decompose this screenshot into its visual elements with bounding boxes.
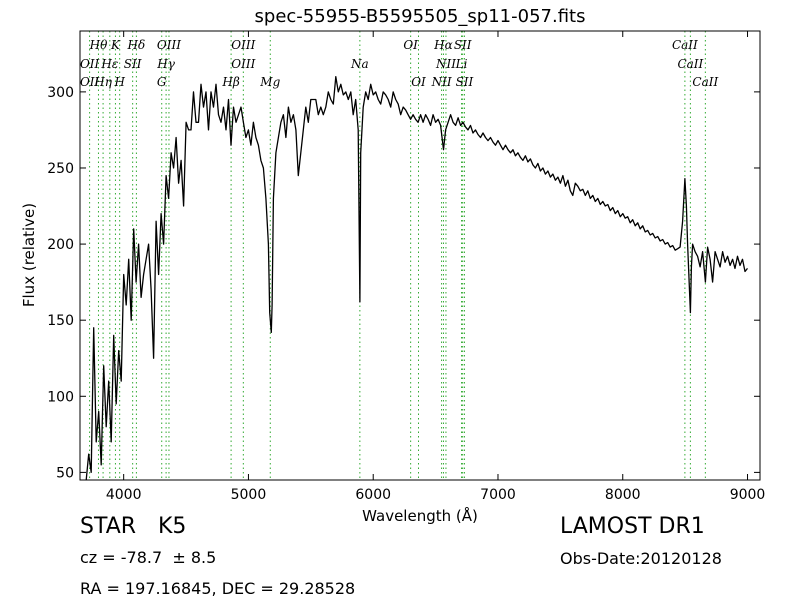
redshift-text: cz = -78.7 ± 8.5 [80,548,217,567]
survey-name: LAMOST DR1 [560,514,705,539]
line-label: Mg [259,75,280,89]
coordinates-text: RA = 197.16845, DEC = 29.28528 [80,579,356,598]
line-label: Hε [100,57,118,71]
line-label: OIII [231,57,255,71]
line-label: G [157,75,167,89]
plot-frame [79,30,761,481]
x-axis-label: Wavelength (Å) [362,506,478,525]
y-tick-label: 300 [47,85,74,101]
line-label: Li [455,57,468,71]
line-label: K [110,38,121,52]
x-tick-label: 4000 [106,487,142,503]
line-label: CaII [692,75,718,89]
x-tick-label: 8000 [605,487,641,503]
line-markers [89,31,706,480]
line-label: OI [411,75,426,89]
x-tick-label: 9000 [730,487,766,503]
chart-title: spec-55955-B5595505_sp11-057.fits [255,6,586,27]
line-label: OIII [231,38,255,52]
line-label: SII [454,38,472,52]
x-tick-label: 6000 [355,487,391,503]
line-label: SII [124,57,142,71]
line-label: CaII [672,38,698,52]
x-tick-label: 5000 [231,487,267,503]
x-axis-ticks: 4000 5000 6000 7000 8000 9000 [106,31,765,503]
line-label: OII [80,57,100,71]
y-tick-label: 100 [47,389,74,405]
line-label: NII [431,75,452,89]
y-tick-label: 50 [56,465,74,481]
y-axis-ticks: 50 100 150 200 250 300 [47,85,760,481]
object-subclass: K5 [158,514,187,539]
line-label: CaII [677,57,703,71]
line-label: Hθ [89,38,108,52]
spectrum-layer [85,76,749,481]
line-label: Hη [93,75,112,89]
line-label: Na [350,57,369,71]
y-tick-label: 150 [47,313,74,329]
line-label: OI [403,38,418,52]
x-tick-label: 7000 [480,487,516,503]
y-tick-label: 200 [47,237,74,253]
line-label: Hδ [127,38,146,52]
line-label: OIII [157,38,181,52]
line-label: OII [80,75,100,89]
object-class: STAR [80,514,137,539]
observation-date: Obs-Date:20120128 [560,549,722,568]
line-label: SII [456,75,474,89]
line-label: NII [435,57,456,71]
line-label: Hγ [156,57,175,71]
spectrum-line [85,76,749,481]
line-label: H [113,75,125,89]
y-tick-label: 250 [47,161,74,177]
y-axis-label: Flux (relative) [20,203,38,307]
line-label: Hβ [221,75,239,89]
line-label: Hα [433,38,453,52]
